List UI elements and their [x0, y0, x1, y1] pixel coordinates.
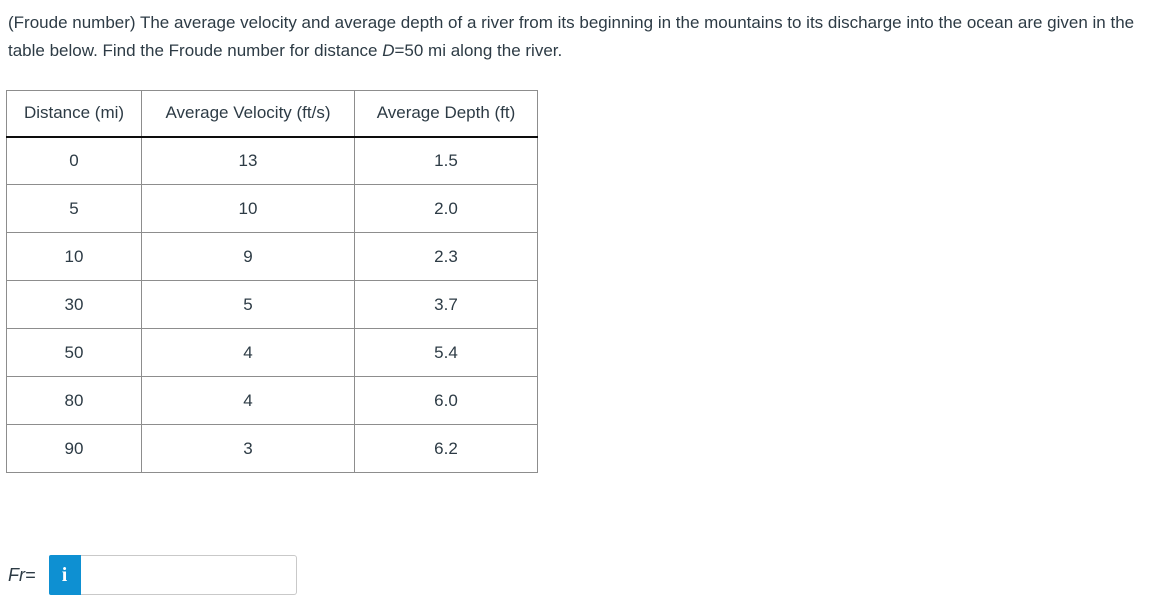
- header-depth: Average Depth (ft): [354, 90, 538, 138]
- river-data-table: Distance (mi) Average Velocity (ft/s) Av…: [6, 90, 538, 473]
- table-row: 10 9 2.3: [6, 232, 538, 281]
- table-row: 0 13 1.5: [6, 136, 538, 185]
- question-text: (Froude number) The average velocity and…: [0, 0, 1158, 65]
- answer-row: Fr= i: [8, 555, 1158, 595]
- table-row: 30 5 3.7: [6, 280, 538, 329]
- cell-distance: 30: [6, 280, 142, 329]
- answer-input-group: i: [48, 555, 297, 595]
- cell-depth: 3.7: [354, 280, 538, 329]
- info-icon[interactable]: i: [48, 555, 81, 595]
- table-row: 80 4 6.0: [6, 376, 538, 425]
- cell-distance: 10: [6, 232, 142, 281]
- table-row: 50 4 5.4: [6, 328, 538, 377]
- cell-depth: 5.4: [354, 328, 538, 377]
- header-distance: Distance (mi): [6, 90, 142, 138]
- froude-answer-label: Fr=: [8, 564, 36, 585]
- table-row: 5 10 2.0: [6, 184, 538, 233]
- cell-velocity: 9: [141, 232, 355, 281]
- question-text-suffix: =50 mi along the river.: [394, 41, 563, 60]
- question-variable: D: [382, 41, 395, 60]
- cell-velocity: 4: [141, 328, 355, 377]
- cell-distance: 0: [6, 136, 142, 185]
- cell-depth: 6.2: [354, 424, 538, 473]
- cell-distance: 5: [6, 184, 142, 233]
- table-row: 90 3 6.2: [6, 424, 538, 473]
- cell-velocity: 13: [141, 136, 355, 185]
- header-velocity: Average Velocity (ft/s): [141, 90, 355, 138]
- cell-velocity: 3: [141, 424, 355, 473]
- cell-depth: 1.5: [354, 136, 538, 185]
- cell-depth: 2.3: [354, 232, 538, 281]
- table-header-row: Distance (mi) Average Velocity (ft/s) Av…: [6, 90, 538, 138]
- cell-velocity: 10: [141, 184, 355, 233]
- cell-depth: 2.0: [354, 184, 538, 233]
- cell-distance: 80: [6, 376, 142, 425]
- cell-velocity: 4: [141, 376, 355, 425]
- cell-distance: 90: [6, 424, 142, 473]
- question-text-prefix: (Froude number) The average velocity and…: [8, 13, 1135, 60]
- froude-answer-input[interactable]: [80, 555, 297, 595]
- cell-distance: 50: [6, 328, 142, 377]
- cell-velocity: 5: [141, 280, 355, 329]
- cell-depth: 6.0: [354, 376, 538, 425]
